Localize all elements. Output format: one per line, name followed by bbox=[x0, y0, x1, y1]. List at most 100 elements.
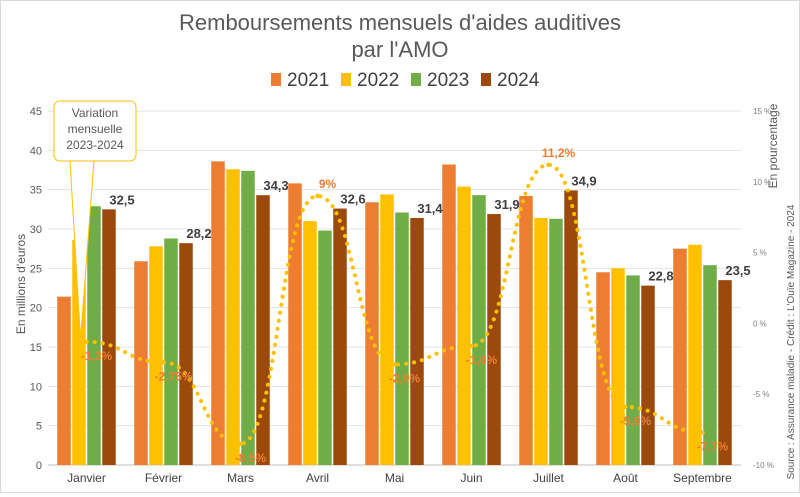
bar-2021-Mai bbox=[365, 202, 379, 465]
y-tick-label: 5 bbox=[36, 421, 42, 433]
y2-axis-title: En pourcentage bbox=[766, 103, 780, 188]
bar-2022-Juillet bbox=[534, 217, 548, 465]
bar-2024-Juillet bbox=[564, 190, 578, 465]
chart-title-line1: Remboursements mensuels d'aides auditive… bbox=[179, 10, 621, 35]
gridlines bbox=[48, 110, 741, 466]
bar-2022-Juin bbox=[457, 186, 471, 465]
legend-swatch-2021 bbox=[271, 73, 281, 86]
bar-2021-Avril bbox=[288, 183, 302, 465]
legend-swatch-2023 bbox=[411, 73, 421, 86]
y-tick-label: 25 bbox=[30, 263, 42, 275]
bar-2021-Juillet bbox=[519, 195, 533, 465]
variation-point bbox=[623, 404, 628, 410]
bar-2021-Mars bbox=[211, 161, 225, 465]
variation-line bbox=[84, 162, 705, 446]
variation-label: -5,9% bbox=[620, 414, 652, 428]
variation-label: -8,5% bbox=[235, 451, 267, 465]
variation-label: -2,75% bbox=[154, 369, 192, 383]
bar-2022-Mars bbox=[226, 169, 240, 466]
data-label-2024: 31,9 bbox=[494, 197, 519, 212]
callout-box bbox=[53, 100, 137, 162]
bar-2024-Mars bbox=[256, 195, 270, 465]
callout-line: mensuelle bbox=[68, 122, 123, 136]
legend-label-2023: 2023 bbox=[427, 70, 469, 91]
variation-point bbox=[161, 360, 166, 365]
bar-2022-Avril bbox=[303, 221, 317, 465]
category-labels: Janvier Février Mars Avril Mai Juin Juillet Aoû… bbox=[67, 471, 732, 485]
bar-2024-Janvier bbox=[102, 209, 116, 465]
variation-point bbox=[84, 339, 89, 345]
callout-line: Variation bbox=[72, 106, 118, 120]
variation-label: -1,6% bbox=[466, 353, 498, 367]
legend-label-2024: 2024 bbox=[497, 70, 540, 91]
bar-2024-Août bbox=[641, 285, 655, 465]
bar-2023-Août bbox=[626, 275, 640, 465]
y-tick-label: 45 bbox=[30, 106, 42, 118]
y-tick-label: 15 bbox=[30, 342, 42, 354]
data-label-2024: 23,5 bbox=[725, 263, 750, 278]
bar-2021-Août bbox=[596, 272, 610, 465]
data-label-2024: 34,9 bbox=[571, 173, 596, 188]
bar-2023-Mai bbox=[395, 212, 409, 465]
variation-point bbox=[392, 362, 397, 367]
variation-label: -7,7% bbox=[697, 439, 729, 453]
chart-title-line2: par l'AMO bbox=[351, 37, 448, 62]
category-label: Juillet bbox=[533, 471, 564, 485]
y-tick-label: 35 bbox=[30, 185, 42, 197]
variation-point bbox=[546, 162, 551, 168]
y-tick-label: 10 bbox=[30, 381, 42, 393]
y-axis-title: En millions d'euros bbox=[14, 234, 28, 334]
category-label: Août bbox=[613, 471, 638, 485]
bar-2022-Février bbox=[149, 246, 163, 465]
bar-2024-Septembre bbox=[718, 280, 732, 465]
variation-labels: -1,3% -2,75% -8,5% 9% -2,9% -1,6% 11,2% -5,9% -7… bbox=[81, 146, 729, 465]
y-tick-label: 20 bbox=[30, 303, 42, 315]
callout-line: 2023-2024 bbox=[66, 138, 124, 152]
bar-2023-Mars bbox=[241, 170, 255, 465]
left-axis-ticks: 0 5 10 15 20 25 30 35 40 45 bbox=[30, 106, 42, 472]
data-label-2024: 34,3 bbox=[263, 178, 288, 193]
bar-2022-Août bbox=[611, 268, 625, 465]
category-label: Mai bbox=[385, 471, 404, 485]
variation-point bbox=[469, 343, 474, 349]
data-label-2024: 22,8 bbox=[648, 269, 673, 284]
category-label: Février bbox=[145, 471, 182, 485]
bar-2024-Mai bbox=[410, 217, 424, 465]
variation-label: -1,3% bbox=[81, 349, 113, 363]
bar-2023-Septembre bbox=[703, 265, 717, 465]
bar-2024-Avril bbox=[333, 208, 347, 465]
bar-2023-Janvier bbox=[87, 206, 101, 466]
y2-tick-label: 5 % bbox=[753, 249, 767, 258]
y2-tick-label: 0 % bbox=[753, 319, 767, 328]
data-label-2024: 32,5 bbox=[109, 192, 134, 207]
category-label: Juin bbox=[460, 471, 482, 485]
y-tick-label: 30 bbox=[30, 224, 42, 236]
bar-2021-Janvier bbox=[57, 296, 71, 465]
category-label: Avril bbox=[306, 471, 329, 485]
legend-swatch-2024 bbox=[481, 73, 491, 86]
right-axis-ticks: -10 % -5 % 0 % 5 % 10 % 15 % bbox=[753, 107, 774, 470]
bar-data-labels: 32,5 28,2 34,3 32,6 31,4 31,9 34,9 22,8 23,5 bbox=[109, 173, 750, 283]
data-label-2024: 31,4 bbox=[417, 201, 443, 216]
variation-point bbox=[238, 441, 243, 446]
bar-2023-Avril bbox=[318, 230, 332, 465]
bars bbox=[57, 161, 732, 466]
y2-tick-label: 10 % bbox=[753, 178, 771, 187]
data-label-2024: 28,2 bbox=[186, 226, 211, 241]
variation-label: 11,2% bbox=[542, 146, 576, 160]
legend-label-2022: 2022 bbox=[357, 70, 399, 91]
legend: 2021 2022 2023 2024 bbox=[271, 70, 540, 91]
category-label: Mars bbox=[227, 471, 254, 485]
category-label: Janvier bbox=[67, 471, 106, 485]
source-credit: Source : Assurance maladie - Crédit : L'… bbox=[786, 204, 797, 479]
variation-callout: Variation mensuelle 2023-2024 bbox=[53, 100, 137, 339]
bar-2021-Juin bbox=[442, 164, 456, 465]
y-tick-label: 0 bbox=[36, 460, 42, 472]
variation-dotted-path bbox=[84, 162, 705, 446]
legend-label-2021: 2021 bbox=[287, 70, 329, 91]
bar-2021-Février bbox=[134, 261, 148, 465]
bar-2022-Septembre bbox=[688, 244, 702, 465]
category-label: Septembre bbox=[673, 471, 732, 485]
